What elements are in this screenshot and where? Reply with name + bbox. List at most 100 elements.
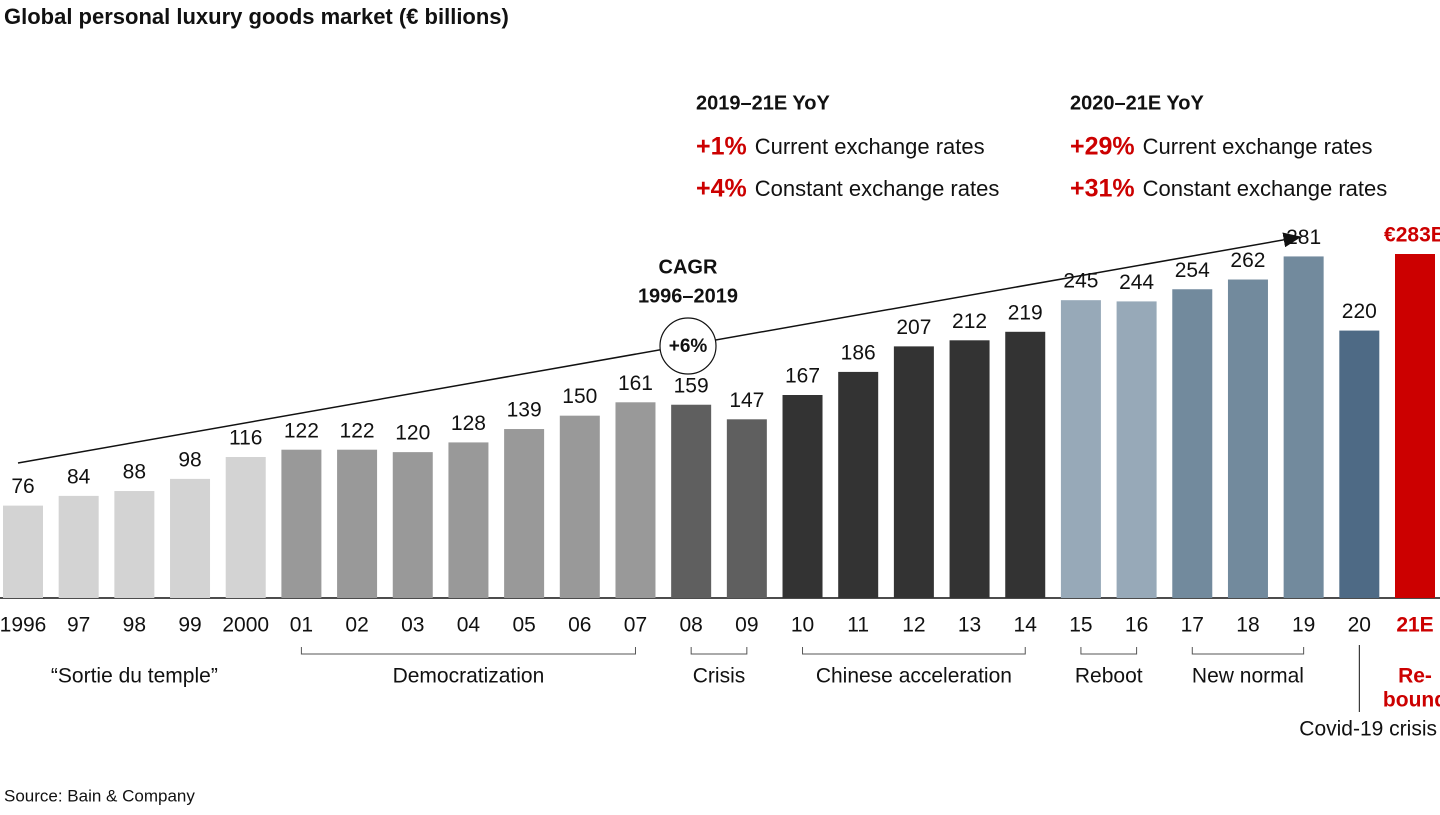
value-label: 167 bbox=[785, 365, 820, 388]
cagr-value: +6% bbox=[669, 336, 708, 357]
bar bbox=[337, 449, 378, 598]
value-label: 207 bbox=[896, 316, 931, 339]
value-label: 212 bbox=[952, 310, 987, 333]
yoy-change: +4% bbox=[696, 175, 747, 203]
x-tick-label: 20 bbox=[1348, 614, 1371, 637]
value-label: 88 bbox=[123, 461, 146, 484]
bar bbox=[3, 505, 43, 598]
group-label: Crisis bbox=[693, 665, 746, 688]
yoy-title: 2019–21E YoY bbox=[696, 92, 830, 114]
x-tick-label: 06 bbox=[568, 614, 591, 637]
value-label: 244 bbox=[1119, 271, 1154, 294]
group-bracket bbox=[690, 647, 748, 655]
value-label: 76 bbox=[11, 475, 34, 498]
value-label: 159 bbox=[674, 374, 709, 397]
chart-title: Global personal luxury goods market (€ b… bbox=[4, 4, 509, 29]
x-tick-label: 16 bbox=[1125, 614, 1148, 637]
x-tick-label: 99 bbox=[178, 614, 201, 637]
bar bbox=[114, 491, 155, 598]
x-tick-label: 11 bbox=[847, 614, 869, 637]
bar bbox=[281, 449, 322, 598]
yoy-label: Current exchange rates bbox=[755, 134, 985, 159]
value-label: 186 bbox=[841, 341, 876, 364]
group-bracket bbox=[300, 647, 636, 655]
value-label: 254 bbox=[1175, 259, 1210, 282]
bar bbox=[949, 340, 990, 598]
value-label: 122 bbox=[340, 419, 375, 442]
x-tick-label: 1996 bbox=[0, 614, 46, 637]
x-tick-label: 17 bbox=[1181, 614, 1204, 637]
value-label: 245 bbox=[1063, 270, 1098, 293]
bar bbox=[170, 478, 211, 598]
x-tick-label: 2000 bbox=[222, 614, 269, 637]
x-tick-label: 15 bbox=[1069, 614, 1092, 637]
x-tick-label: 12 bbox=[902, 614, 925, 637]
cagr-title: CAGR bbox=[659, 256, 718, 278]
yoy-change: +31% bbox=[1070, 175, 1135, 203]
source: Source: Bain & Company bbox=[4, 786, 195, 805]
group-label: Chinese acceleration bbox=[816, 665, 1012, 688]
value-label: 161 bbox=[618, 372, 653, 395]
bar bbox=[893, 346, 934, 598]
group-label: bound bbox=[1383, 689, 1440, 712]
bar bbox=[504, 429, 545, 598]
bar bbox=[671, 404, 712, 598]
x-tick-label: 05 bbox=[512, 614, 535, 637]
x-tick-label: 14 bbox=[1014, 614, 1038, 637]
value-label: 139 bbox=[507, 399, 542, 422]
yoy-label: Constant exchange rates bbox=[1143, 176, 1388, 201]
bar bbox=[392, 452, 433, 598]
group-bracket bbox=[1191, 647, 1305, 655]
bar bbox=[1227, 279, 1268, 598]
x-tick-label: 10 bbox=[791, 614, 814, 637]
bar bbox=[1005, 331, 1046, 598]
x-tick-label: 18 bbox=[1236, 614, 1259, 637]
group-label: Covid-19 crisis bbox=[1299, 718, 1437, 741]
bar bbox=[1172, 289, 1213, 598]
bar bbox=[838, 371, 879, 598]
cagr-circle bbox=[659, 317, 717, 375]
yoy-change: +29% bbox=[1070, 133, 1135, 161]
value-label: 150 bbox=[562, 385, 597, 408]
group-label: “Sortie du temple” bbox=[51, 665, 218, 688]
group-label: New normal bbox=[1192, 665, 1304, 688]
bar bbox=[615, 402, 656, 598]
group-label: Democratization bbox=[393, 665, 545, 688]
bar bbox=[1283, 256, 1324, 598]
cagr-arrow bbox=[17, 232, 1302, 464]
group-label: Re- bbox=[1398, 665, 1432, 688]
x-tick-label: 08 bbox=[679, 614, 702, 637]
value-label: 84 bbox=[67, 465, 91, 488]
yoy-label: Current exchange rates bbox=[1143, 134, 1373, 159]
bar bbox=[448, 442, 489, 598]
cagr-period: 1996–2019 bbox=[638, 285, 738, 307]
x-tick-label: 97 bbox=[67, 614, 90, 637]
value-label: 122 bbox=[284, 419, 319, 442]
x-tick-label: 19 bbox=[1292, 614, 1315, 637]
bar bbox=[225, 456, 266, 598]
x-tick-label: 07 bbox=[624, 614, 647, 637]
x-tick-label: 98 bbox=[123, 614, 146, 637]
value-label: 147 bbox=[729, 389, 764, 412]
yoy-label: Constant exchange rates bbox=[755, 176, 1000, 201]
bar bbox=[1395, 254, 1435, 598]
x-tick-label: 03 bbox=[401, 614, 424, 637]
value-label: 120 bbox=[395, 422, 430, 445]
value-label: €283B bbox=[1384, 224, 1440, 247]
yoy-change: +1% bbox=[696, 133, 747, 161]
bar bbox=[1116, 301, 1157, 598]
value-label: 262 bbox=[1230, 249, 1265, 272]
bar bbox=[559, 415, 600, 598]
x-tick-label: 21E bbox=[1396, 614, 1433, 637]
x-tick-label: 02 bbox=[345, 614, 368, 637]
group-bracket bbox=[802, 647, 1026, 655]
x-tick-label: 09 bbox=[735, 614, 758, 637]
x-tick-label: 04 bbox=[457, 614, 481, 637]
value-label: 219 bbox=[1008, 301, 1043, 324]
value-label: 116 bbox=[229, 427, 262, 450]
value-label: 281 bbox=[1286, 226, 1321, 249]
bar bbox=[782, 395, 823, 598]
x-tick-label: 01 bbox=[290, 614, 313, 637]
bar bbox=[58, 495, 99, 598]
